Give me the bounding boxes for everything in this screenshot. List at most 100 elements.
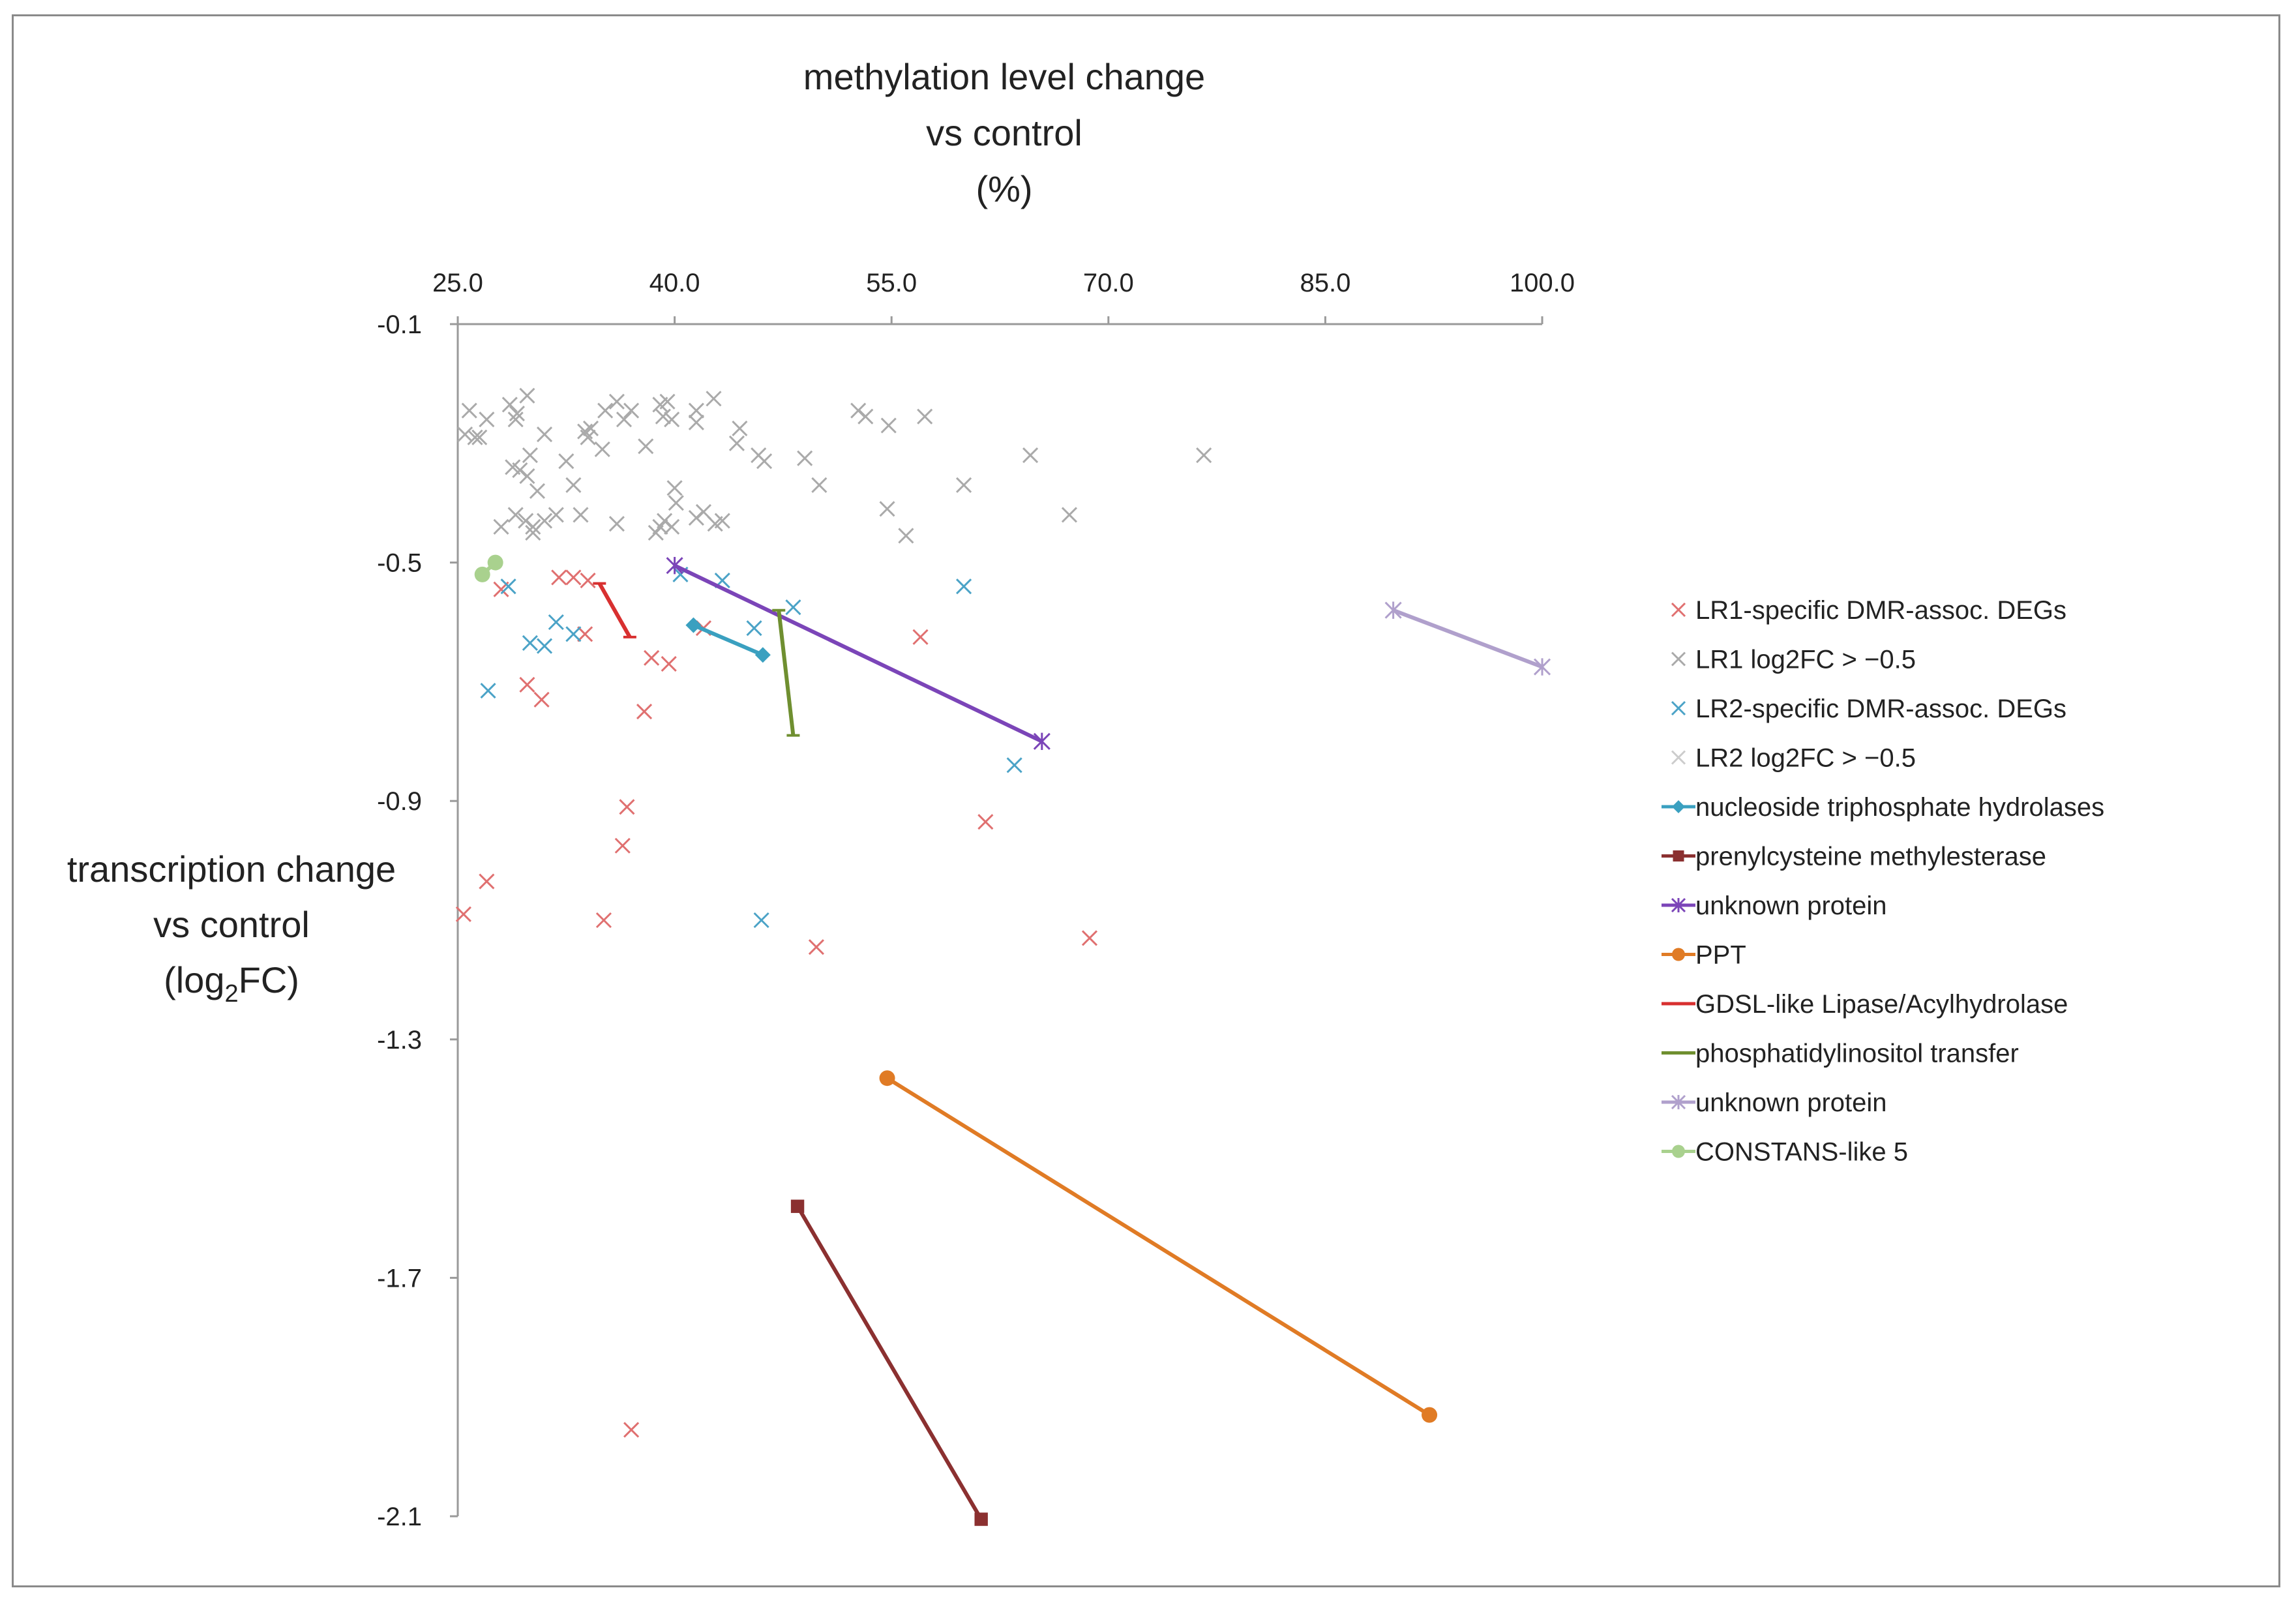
data-point xyxy=(1061,507,1077,523)
data-point xyxy=(706,391,722,407)
data-point xyxy=(1196,447,1212,464)
legend-swatch-marker xyxy=(1672,800,1685,813)
legend-swatch-marker xyxy=(1671,1094,1686,1110)
data-point xyxy=(594,441,610,458)
series-11 xyxy=(474,554,503,582)
data-point xyxy=(1022,447,1039,464)
legend-label: nucleoside triphosphate hydrolases xyxy=(1695,793,2104,822)
y-tick-label: -1.3 xyxy=(377,1026,422,1055)
data-point xyxy=(688,414,704,430)
title-line-3: (%) xyxy=(976,168,1032,209)
legend-item: LR2-specific DMR-assoc. DEGs xyxy=(1671,695,2066,723)
series-line xyxy=(1392,608,1543,669)
data-point xyxy=(614,837,631,854)
data-point xyxy=(457,427,473,443)
data-point xyxy=(808,939,824,955)
data-point xyxy=(1384,601,1402,619)
data-point xyxy=(974,1512,988,1526)
y-tick-label: -0.5 xyxy=(377,549,422,578)
data-point xyxy=(505,459,521,475)
series-line xyxy=(777,610,796,736)
series-8 xyxy=(593,582,636,638)
data-point xyxy=(597,402,614,419)
data-point xyxy=(1006,757,1022,773)
data-point xyxy=(754,647,771,663)
series-7 xyxy=(879,1070,1438,1423)
ylabel-log: (log xyxy=(164,959,224,1000)
data-point xyxy=(1533,658,1551,676)
data-point xyxy=(519,676,535,693)
legend-swatch-marker xyxy=(1672,948,1685,961)
legend-label: LR1-specific DMR-assoc. DEGs xyxy=(1695,596,2066,625)
data-point xyxy=(879,501,895,517)
ylabel-fc: FC) xyxy=(239,959,299,1000)
data-point xyxy=(636,704,653,720)
data-point xyxy=(471,429,488,445)
legend-swatch-marker xyxy=(1673,850,1684,861)
data-point xyxy=(536,638,553,654)
y-tick-labels: -0.1 -0.5 -0.9 -1.3 -1.7 -2.1 xyxy=(377,310,458,1531)
series-line xyxy=(674,563,1043,743)
data-point xyxy=(707,516,723,532)
data-point xyxy=(956,578,972,595)
data-point xyxy=(638,438,654,455)
data-point xyxy=(664,412,680,428)
data-point xyxy=(664,518,680,535)
data-point xyxy=(455,906,471,922)
data-point xyxy=(467,429,483,445)
legend-item: LR1 log2FC > −0.5 xyxy=(1671,646,1916,674)
legend-item: GDSL-like Lipase/Acylhydrolase xyxy=(1662,990,2068,1019)
y-tick-label: -2.1 xyxy=(377,1503,422,1531)
data-point xyxy=(977,814,994,830)
series-9 xyxy=(772,608,800,737)
legend-item: phosphatidylinositol transfer xyxy=(1662,1040,2019,1068)
data-point xyxy=(623,402,640,419)
data-point xyxy=(1422,1407,1438,1423)
x-tick-label: 55.0 xyxy=(866,269,917,297)
data-point xyxy=(507,507,524,523)
series-line xyxy=(886,1076,1431,1417)
y-tick-label: -0.1 xyxy=(377,310,422,339)
x-tick-labels: 25.0 40.0 55.0 70.0 85.0 100.0 xyxy=(432,269,1575,324)
data-point xyxy=(879,1070,895,1086)
figure-frame xyxy=(12,14,2280,1587)
data-point xyxy=(519,387,535,404)
data-point xyxy=(577,423,593,440)
legend-swatch-marker xyxy=(1671,602,1686,618)
data-point xyxy=(548,507,564,523)
data-point xyxy=(898,528,914,544)
y-tick-label: -0.9 xyxy=(377,787,422,816)
data-point xyxy=(522,635,538,652)
ylabel-subscript: 2 xyxy=(224,980,238,1008)
data-point xyxy=(509,406,525,422)
data-point xyxy=(565,477,582,493)
data-point xyxy=(595,912,612,929)
legend-label: prenylcysteine methylesterase xyxy=(1695,843,2046,871)
data-point xyxy=(501,397,518,413)
data-point xyxy=(577,626,593,642)
data-point xyxy=(479,412,495,428)
series-6 xyxy=(666,556,1051,750)
data-point xyxy=(487,554,503,571)
legend: LR1-specific DMR-assoc. DEGs LR1 log2FC >… xyxy=(1662,596,2104,1167)
data-point xyxy=(688,402,704,419)
data-point xyxy=(732,420,748,437)
data-point xyxy=(666,556,683,575)
data-point xyxy=(880,417,897,434)
y-tick-label: -1.7 xyxy=(377,1264,422,1293)
data-point xyxy=(522,447,538,464)
data-point xyxy=(811,477,827,493)
data-point xyxy=(551,569,567,586)
data-point xyxy=(666,480,683,496)
legend-swatch-marker xyxy=(1671,652,1686,667)
series-2 xyxy=(480,566,1022,929)
data-point xyxy=(608,393,625,410)
legend-item: CONSTANS-like 5 xyxy=(1662,1138,1908,1167)
ylabel-line-3: (log2FC) xyxy=(164,959,299,1008)
data-point xyxy=(536,427,553,443)
legend-label: PPT xyxy=(1695,941,1746,970)
ylabel-line-2: vs control xyxy=(153,904,310,945)
legend-label: CONSTANS-like 5 xyxy=(1695,1138,1908,1167)
legend-item: prenylcysteine methylesterase xyxy=(1662,843,2046,871)
data-point xyxy=(525,524,541,541)
